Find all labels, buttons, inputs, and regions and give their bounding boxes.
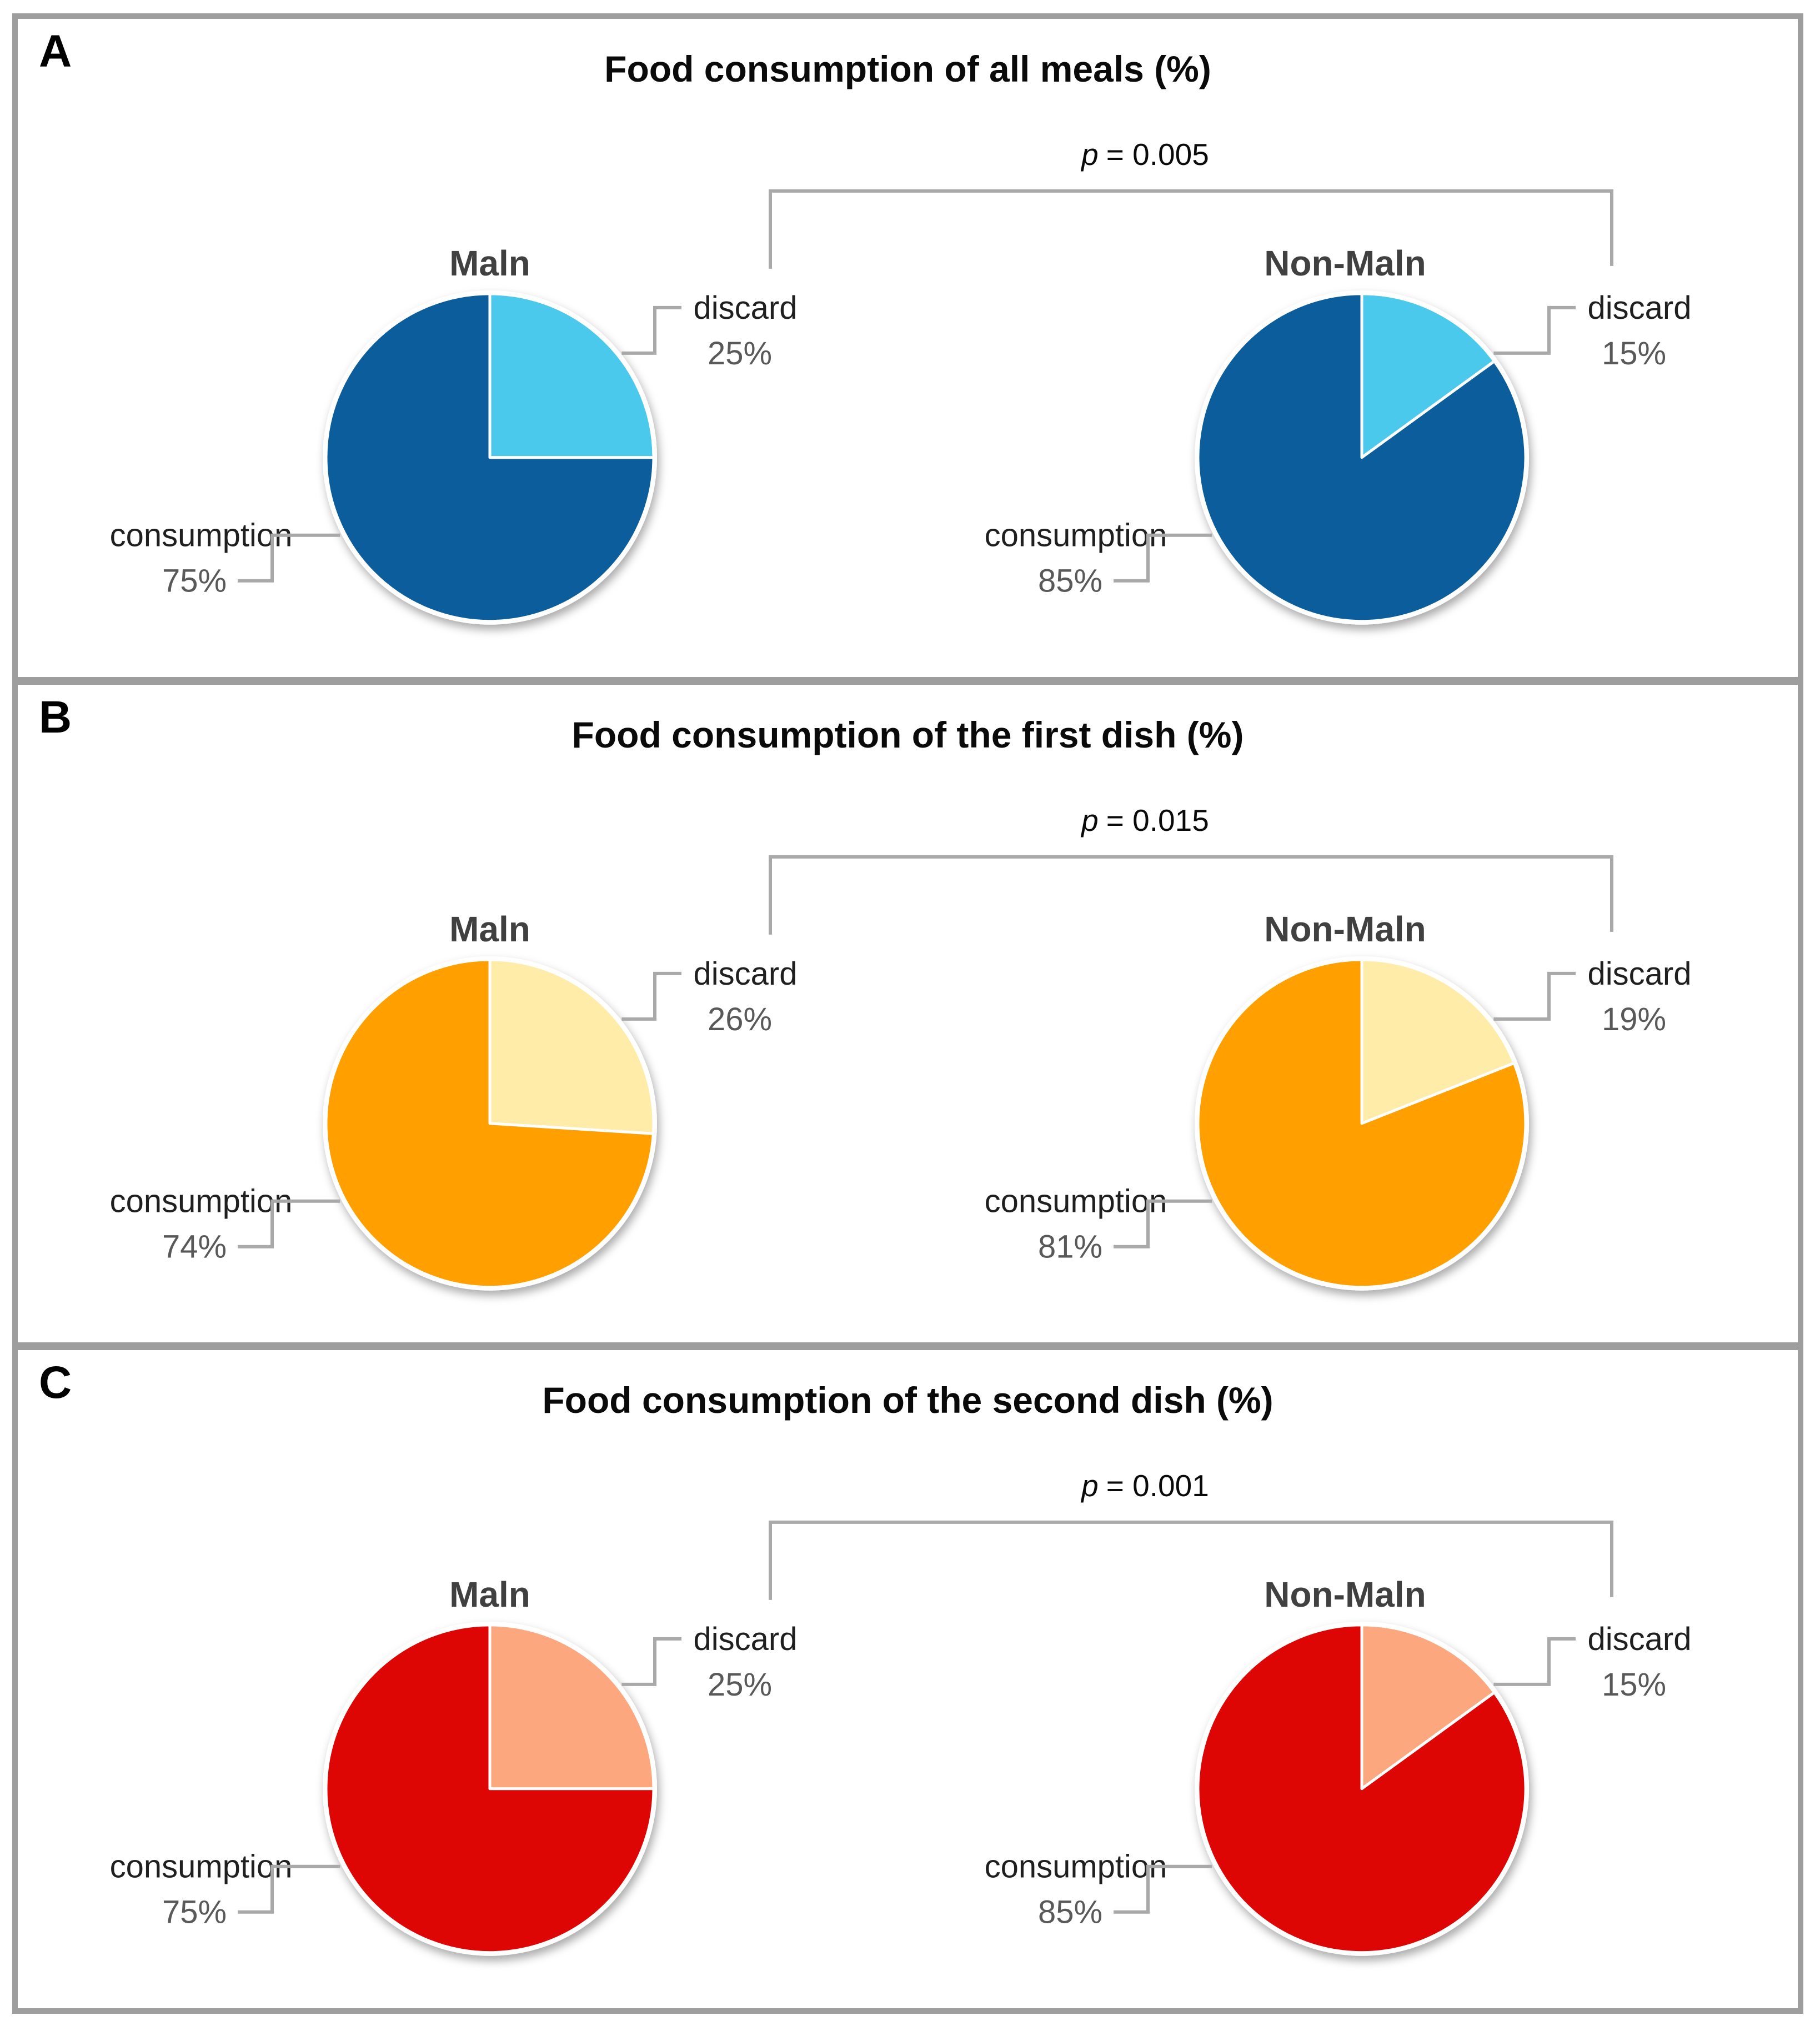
p-number: = 0.005 — [1106, 137, 1209, 172]
slice-label-consumption: consumption — [985, 518, 1167, 554]
connector-line-consumption — [238, 1865, 340, 1914]
p-value-label: p = 0.005 — [973, 137, 1317, 172]
slice-label-consumption: consumption — [985, 1849, 1167, 1885]
connector-line-discard — [621, 1637, 681, 1687]
pie-slice-discard — [488, 292, 655, 459]
panel-letter: B — [39, 691, 72, 743]
pie-slice-discard — [1360, 292, 1496, 459]
connector-line-discard — [1493, 1637, 1576, 1687]
panel-b: B Food consumption of the first dish (%)… — [18, 684, 1798, 1343]
slice-label-discard: discard — [1588, 1622, 1692, 1657]
connector-line-consumption — [1114, 533, 1212, 583]
pie-slice-discard — [1360, 1623, 1496, 1791]
slice-percentage-discard: 15% — [1602, 336, 1666, 372]
p-symbol: p — [1081, 137, 1099, 172]
panel-divider — [18, 676, 1798, 685]
slice-percentage-discard: 26% — [708, 1002, 772, 1037]
slice-label-consumption: consumption — [985, 1184, 1167, 1219]
panel-c: C Food consumption of the second dish (%… — [18, 1350, 1798, 2009]
slice-percentage-consumption: 75% — [162, 1895, 227, 1930]
slice-percentage-discard: 25% — [708, 336, 772, 372]
slice-label-discard: discard — [694, 956, 798, 992]
pie-slice-consumption — [1196, 292, 1527, 623]
slice-percentage-consumption: 74% — [162, 1229, 227, 1265]
pie-slice-consumption — [1196, 958, 1527, 1288]
pie-slice-discard — [488, 1623, 655, 1791]
pie-chart-canvas: Maln discard 25% consumption 75% Non-Maln disc… — [110, 1521, 1692, 1957]
figure-frame: A Food consumption of all meals (%) p = 0… — [12, 13, 1803, 2014]
pie-slice-consumption — [1196, 1623, 1527, 1954]
significance-bracket — [769, 1521, 1613, 1601]
slice-percentage-consumption: 85% — [1038, 1895, 1102, 1930]
connector-line-consumption — [1114, 1199, 1212, 1248]
p-number: = 0.015 — [1106, 803, 1209, 838]
slice-label-consumption: consumption — [110, 1184, 293, 1219]
connector-line-consumption — [238, 533, 340, 583]
slice-label-consumption: consumption — [110, 1849, 293, 1885]
panel-title: Food consumption of all meals (%) — [604, 48, 1211, 89]
slice-label-consumption: consumption — [110, 518, 293, 554]
p-value-label: p = 0.015 — [973, 803, 1317, 838]
slice-label-discard: discard — [1588, 290, 1692, 326]
pie-slice-consumption — [324, 958, 655, 1288]
p-value-label: p = 0.001 — [973, 1468, 1317, 1503]
slice-percentage-consumption: 81% — [1038, 1229, 1102, 1265]
slice-label-discard: discard — [694, 1622, 798, 1657]
slice-label-discard: discard — [1588, 956, 1692, 992]
slice-percentage-consumption: 85% — [1038, 564, 1102, 599]
pie-slice-discard — [488, 958, 655, 1135]
group-title: Maln — [449, 243, 530, 283]
p-number: = 0.001 — [1106, 1468, 1209, 1503]
panel-letter: C — [39, 1357, 72, 1408]
panel-letter: A — [39, 26, 72, 77]
pie-chart-canvas: Maln discard 26% consumption 74% Non-Maln disc… — [110, 855, 1692, 1291]
slice-percentage-discard: 15% — [1602, 1667, 1666, 1703]
pie-chart-canvas: Maln discard 25% consumption 75% Non-Maln disc… — [110, 189, 1692, 625]
group-title: Non-Maln — [1264, 909, 1426, 949]
significance-bracket — [769, 189, 1613, 269]
slice-percentage-discard: 25% — [708, 1667, 772, 1703]
connector-line-consumption — [238, 1199, 340, 1248]
connector-line-discard — [1493, 971, 1576, 1021]
slice-percentage-consumption: 75% — [162, 564, 227, 599]
pie-slice-consumption — [324, 1623, 655, 1954]
significance-bracket — [769, 855, 1613, 935]
connector-line-discard — [1493, 305, 1576, 355]
p-symbol: p — [1081, 803, 1099, 838]
connector-line-discard — [621, 305, 681, 355]
panel-divider — [18, 1342, 1798, 1351]
pie-slice-discard — [1360, 958, 1516, 1125]
group-title: Maln — [449, 1574, 530, 1614]
group-title: Non-Maln — [1264, 1574, 1426, 1614]
panel-title: Food consumption of the first dish (%) — [571, 714, 1244, 755]
slice-percentage-discard: 19% — [1602, 1002, 1666, 1037]
connector-line-consumption — [1114, 1865, 1212, 1914]
group-title: Maln — [449, 909, 530, 949]
slice-label-discard: discard — [694, 290, 798, 326]
p-symbol: p — [1081, 1468, 1099, 1503]
panel-a: A Food consumption of all meals (%) p = 0… — [18, 19, 1798, 677]
pie-slice-consumption — [324, 292, 655, 623]
group-title: Non-Maln — [1264, 243, 1426, 283]
panel-title: Food consumption of the second dish (%) — [542, 1380, 1274, 1421]
connector-line-discard — [621, 971, 681, 1021]
